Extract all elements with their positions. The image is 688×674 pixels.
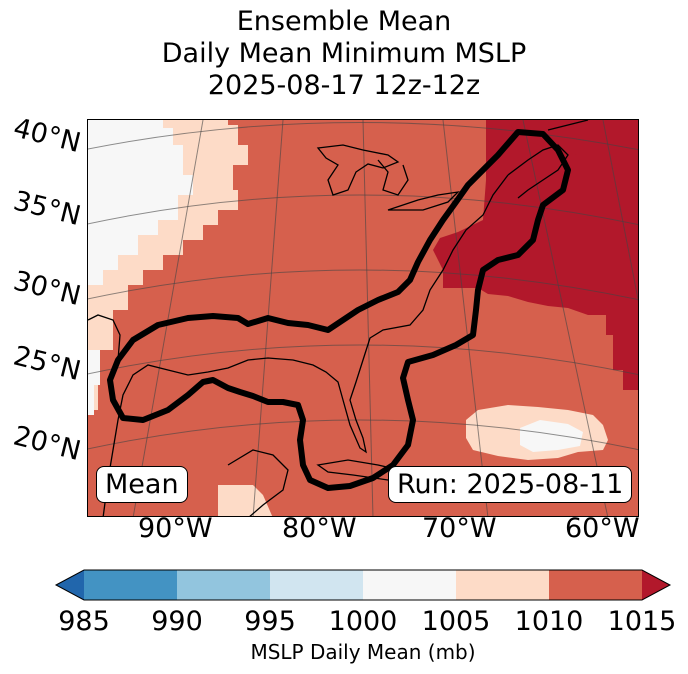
yucatan [227, 449, 289, 516]
us-east-coast [102, 174, 509, 516]
title-line-1: Ensemble Mean [236, 6, 452, 37]
colorbar-outline [54, 569, 672, 601]
colorbar-segment-1000-1005 [363, 570, 456, 600]
field-1000-1005-northwest [88, 120, 193, 285]
run-date-tag: Run: 2025-08-11 [388, 466, 633, 503]
lake-huron [377, 159, 409, 196]
colorbar-tick-1010: 1010 [514, 606, 584, 637]
lat-label-25: 25°N [10, 340, 84, 388]
lat-label-40: 40°N [10, 112, 84, 160]
title-line-2: Daily Mean Minimum MSLP [161, 38, 527, 69]
field-over-1015-east [433, 120, 638, 390]
west-coast-mexico [88, 314, 121, 361]
mslp-map [88, 120, 638, 516]
graticule-latitudes [88, 122, 638, 451]
lat-label-20: 20°N [10, 420, 84, 468]
graticule-longitudes [132, 120, 638, 516]
title-line-3: 2025-08-17 12z-12z [207, 70, 481, 101]
lake-erie-ontario [387, 191, 460, 211]
colorbar-segment-995-1000 [270, 570, 363, 600]
lat-label-35: 35°N [10, 185, 84, 233]
field-over-1015-north [508, 120, 638, 155]
colorbar-tick-985: 985 [58, 606, 110, 637]
colorbar-under-arrow [56, 570, 84, 600]
lon-label-80w: 80°W [282, 513, 357, 544]
lon-label-70w: 70°W [422, 513, 497, 544]
lon-label-90w: 90°W [138, 513, 213, 544]
colorbar-segment-985-990 [84, 570, 177, 600]
colorbar-segment-1010-1015 [549, 570, 642, 600]
colorbar-tick-1015: 1015 [607, 606, 677, 637]
lat-label-30: 30°N [10, 265, 84, 313]
field-1000-1005-southeast [520, 420, 583, 452]
highlight-contour [107, 129, 571, 491]
colorbar-tick-995: 995 [244, 606, 296, 637]
map-panel [87, 119, 639, 517]
colorbar-segment-1005-1010 [456, 570, 549, 600]
field-1005-1010-west [88, 120, 248, 410]
colorbar-tick-1005: 1005 [421, 606, 491, 637]
colorbar-over-arrow [642, 570, 670, 600]
newfoundland-coast [547, 120, 589, 131]
colorbar-tick-990: 990 [151, 606, 203, 637]
field-1000-1005-west-patch [88, 350, 100, 415]
great-lakes [316, 144, 400, 196]
mean-tag: Mean [96, 466, 188, 503]
colorbar [54, 569, 672, 601]
colorbar-label: MSLP Daily Mean (mb) [250, 640, 476, 664]
maritimes [507, 144, 569, 199]
colorbar-segment-990-995 [177, 570, 270, 600]
colorbar-tick-1000: 1000 [328, 606, 398, 637]
lon-label-60w: 60°W [565, 513, 640, 544]
